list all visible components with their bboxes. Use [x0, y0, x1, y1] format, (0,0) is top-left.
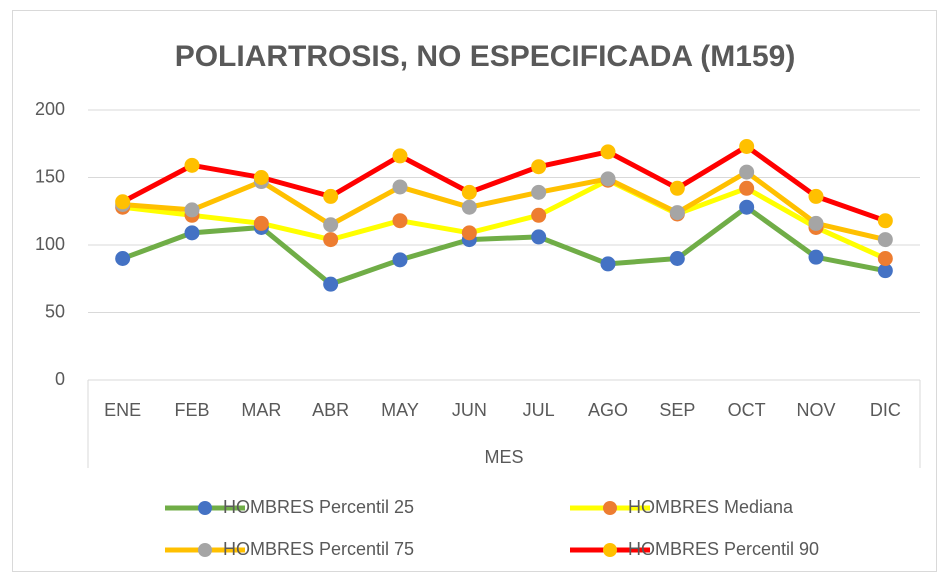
data-point [115, 194, 131, 210]
data-point [184, 157, 200, 173]
data-point [115, 251, 131, 266]
chart-border [12, 10, 937, 572]
data-point [600, 171, 616, 187]
data-point [531, 159, 547, 175]
legend-label: HOMBRES Mediana [628, 497, 794, 517]
data-point [531, 207, 547, 223]
data-point [739, 138, 755, 154]
data-point [323, 276, 339, 292]
x-tick-label: MAY [381, 400, 419, 420]
x-tick-label: NOV [796, 400, 835, 420]
data-point [877, 213, 893, 229]
x-axis-title: MES [484, 447, 523, 467]
x-tick-label: MAR [241, 400, 281, 420]
data-point [739, 180, 755, 196]
series-line [122, 177, 887, 261]
data-point [461, 199, 477, 215]
data-point [739, 164, 755, 180]
data-point [808, 215, 824, 231]
data-point [739, 199, 755, 215]
x-tick-label: ABR [312, 400, 349, 420]
data-point [323, 232, 339, 248]
data-point [184, 202, 200, 218]
legend-marker [603, 501, 617, 515]
x-tick-label: AGO [588, 400, 628, 420]
data-point [600, 144, 616, 160]
data-point [392, 213, 408, 229]
x-tick-label: ENE [104, 400, 141, 420]
x-tick-label: FEB [174, 400, 209, 420]
x-tick-label: JUL [523, 400, 555, 420]
series-line [121, 204, 886, 287]
x-tick-label: DIC [870, 400, 901, 420]
data-point [600, 256, 616, 272]
legend-marker [603, 543, 617, 557]
legend-label: HOMBRES Percentil 25 [223, 497, 414, 517]
data-point [808, 188, 824, 204]
data-point [808, 249, 824, 265]
data-point [669, 205, 685, 221]
data-point [253, 215, 269, 231]
data-point [184, 225, 200, 241]
data-point [253, 170, 269, 185]
x-tick-label: OCT [728, 400, 766, 420]
data-point [461, 225, 477, 241]
data-point [392, 148, 408, 164]
data-point [877, 251, 893, 266]
data-point [461, 184, 477, 200]
y-tick-label: 100 [35, 234, 65, 254]
data-point [669, 180, 685, 196]
legend-marker [198, 543, 212, 557]
series-line [122, 169, 886, 243]
chart-title: POLIARTROSIS, NO ESPECIFICADA (M159) [175, 40, 796, 73]
data-point [323, 188, 339, 204]
y-tick-label: 0 [55, 369, 65, 389]
data-point [531, 184, 547, 200]
legend-label: HOMBRES Percentil 75 [223, 539, 414, 559]
y-tick-label: 50 [45, 301, 65, 321]
x-tick-label: SEP [659, 400, 695, 420]
data-point [323, 217, 339, 233]
legend-label: HOMBRES Percentil 90 [628, 539, 819, 559]
data-point [669, 251, 685, 266]
series-line [121, 143, 887, 224]
data-point [392, 179, 408, 195]
y-tick-label: 200 [35, 99, 65, 119]
data-point [531, 229, 547, 245]
y-tick-label: 150 [35, 166, 65, 186]
x-tick-label: JUN [452, 400, 487, 420]
data-point [877, 232, 893, 248]
data-point [392, 252, 408, 268]
legend-marker [198, 501, 212, 515]
